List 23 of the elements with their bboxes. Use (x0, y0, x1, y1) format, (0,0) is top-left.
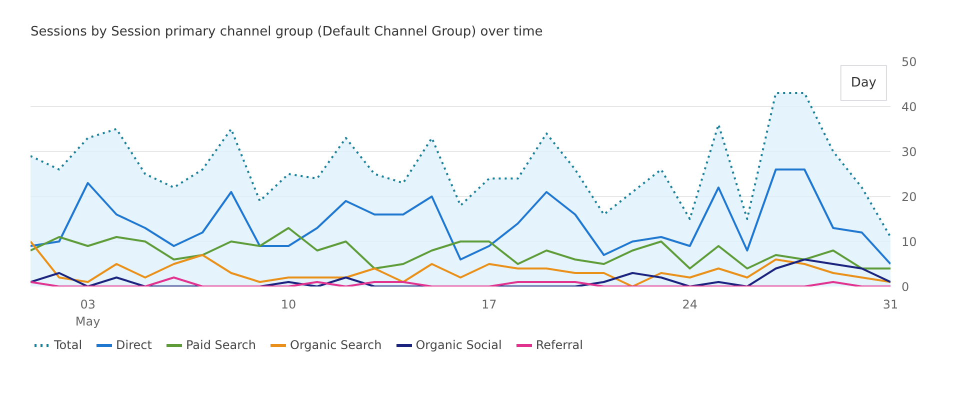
y-tick-label: 20 (902, 190, 917, 204)
x-tick-label: 24 (682, 298, 698, 312)
y-tick-label: 30 (902, 145, 917, 159)
legend-label: Paid Search (186, 338, 256, 352)
line-series (30, 240, 890, 286)
y-tick-label: 0 (902, 280, 910, 294)
y-tick-label: 50 (902, 55, 917, 69)
x-tick-label: 31 (882, 298, 898, 312)
x-tick-label: 03 May (75, 298, 100, 328)
line-series (30, 168, 890, 265)
line-series (30, 227, 890, 270)
x-tick-label: 10 (280, 298, 296, 312)
legend-label: Organic Search (290, 338, 382, 352)
annotation: Day (850, 76, 877, 90)
chart-title: Sessions by Session primary channel group (Default Channel Group) over time (30, 24, 543, 40)
legend-label: Direct (116, 338, 152, 352)
x-tick-label: 17 (482, 298, 497, 312)
y-tick-label: 40 (902, 100, 917, 114)
legend-label: Referral (536, 338, 583, 352)
legend-label: Total (54, 338, 82, 352)
y-tick-label: 10 (902, 235, 917, 249)
line-series (30, 258, 890, 286)
legend-label: Organic Social (416, 338, 502, 352)
